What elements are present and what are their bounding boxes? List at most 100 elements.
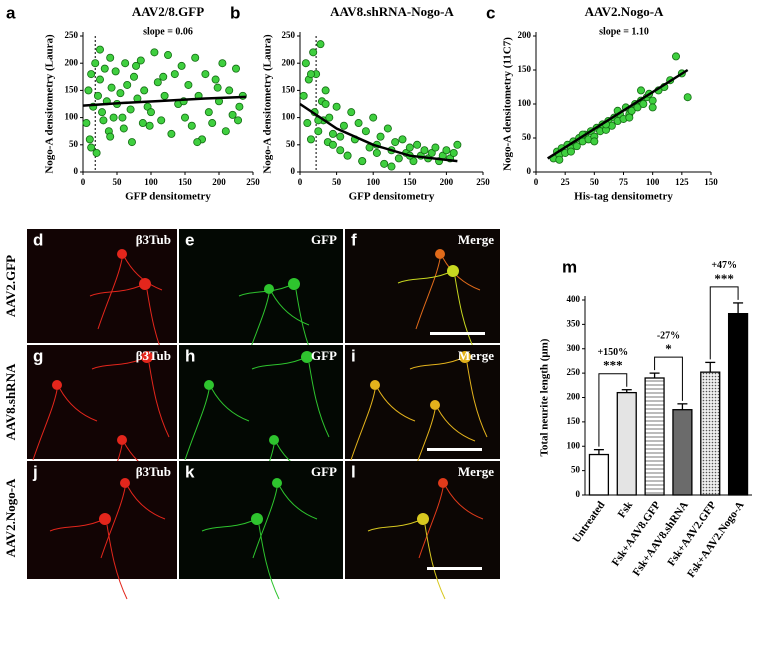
channel-label: GFP (311, 348, 337, 363)
image-background (27, 229, 177, 343)
x-axis-label: His-tag densitometry (574, 191, 673, 203)
y-tick-label: 150 (567, 416, 581, 426)
point (92, 148, 101, 157)
change-label: +150% (597, 347, 628, 358)
point (380, 159, 389, 168)
point (572, 142, 581, 151)
channel-label: GFP (311, 232, 337, 247)
point (201, 70, 210, 79)
row-label: AAV2.GFP (3, 255, 18, 317)
point (204, 108, 213, 117)
x-tick-label: 100 (144, 177, 158, 187)
point (129, 72, 138, 81)
y-tick-label: 350 (567, 318, 581, 328)
image-background (345, 229, 500, 343)
point (121, 59, 130, 68)
point (325, 113, 334, 122)
x-tick-label: 75 (619, 177, 629, 187)
point (163, 51, 172, 60)
significance: *** (603, 358, 623, 373)
channel-label: β3Tub (136, 232, 171, 247)
y-axis-label: Nogo-A densitometry (Laura) (262, 34, 274, 174)
point (354, 119, 363, 128)
x-axis-label: GFP densitometry (349, 191, 435, 203)
point (303, 119, 312, 128)
point (191, 53, 200, 62)
point (391, 138, 400, 147)
point (369, 113, 378, 122)
y-tick-label: 250 (65, 30, 79, 40)
y-axis-label: Nogo-A densitometry (Laura) (44, 34, 56, 174)
point (157, 116, 166, 125)
y-tick-label: 50 (522, 132, 532, 142)
point (208, 119, 217, 128)
y-tick-label: 0 (576, 489, 581, 499)
point (140, 86, 149, 95)
point (138, 119, 147, 128)
point (398, 135, 407, 144)
panel-letter: c (486, 3, 495, 22)
point (639, 100, 648, 109)
bar (616, 391, 637, 496)
point (339, 121, 348, 130)
x-axis-label: GFP densitometry (125, 191, 211, 203)
x-tick-label: 50 (113, 177, 123, 187)
point (180, 113, 189, 122)
point (184, 80, 193, 89)
point (361, 127, 370, 136)
point (87, 143, 96, 152)
panel-letter: e (185, 230, 194, 249)
scale-bar (430, 332, 485, 335)
point (625, 113, 634, 122)
point (132, 61, 141, 70)
bar (700, 371, 721, 496)
channel-label: Merge (458, 348, 494, 363)
x-tick-label: 50 (332, 177, 342, 187)
panel-letter: b (230, 3, 240, 22)
x-tick-label: 125 (675, 177, 689, 187)
y-tick-label: 400 (567, 294, 581, 304)
point (672, 52, 681, 61)
bar (588, 453, 610, 496)
scale-bar (427, 567, 482, 570)
point (648, 96, 657, 105)
micrograph (345, 461, 500, 600)
panel-letter: a (6, 3, 16, 22)
point (153, 78, 162, 87)
x-tick-label: 0 (81, 177, 86, 187)
point (87, 70, 96, 79)
point (567, 147, 576, 156)
y-tick-label: 300 (567, 343, 581, 353)
x-tick-label: 250 (246, 177, 260, 187)
annotation: slope = 1.10 (599, 26, 649, 37)
x-tick-label: 100 (366, 177, 380, 187)
point (409, 157, 418, 166)
point (314, 127, 323, 136)
point (118, 113, 127, 122)
point (413, 140, 422, 149)
panel-letter: g (33, 346, 43, 365)
point (316, 40, 325, 49)
point (100, 64, 109, 73)
point (336, 146, 345, 155)
significance: *** (714, 271, 734, 286)
point (150, 48, 159, 57)
x-tick-label: 200 (440, 177, 454, 187)
y-tick-label: 50 (571, 465, 581, 475)
point (187, 121, 196, 130)
chart-title: AAV2.Nogo-A (585, 4, 664, 19)
bracket (598, 373, 628, 447)
channel-label: Merge (458, 232, 494, 247)
y-tick-label: 250 (567, 367, 581, 377)
x-tick-label: 200 (212, 177, 226, 187)
y-tick-label: 50 (69, 139, 79, 149)
point (93, 91, 102, 100)
bar (644, 377, 665, 496)
change-label: -27% (657, 330, 680, 341)
x-tick-label: 0 (534, 177, 539, 187)
point (328, 140, 337, 149)
x-tick-label: Fsk (616, 499, 636, 521)
point (231, 64, 240, 73)
fit-line (299, 102, 458, 163)
point (347, 108, 356, 117)
